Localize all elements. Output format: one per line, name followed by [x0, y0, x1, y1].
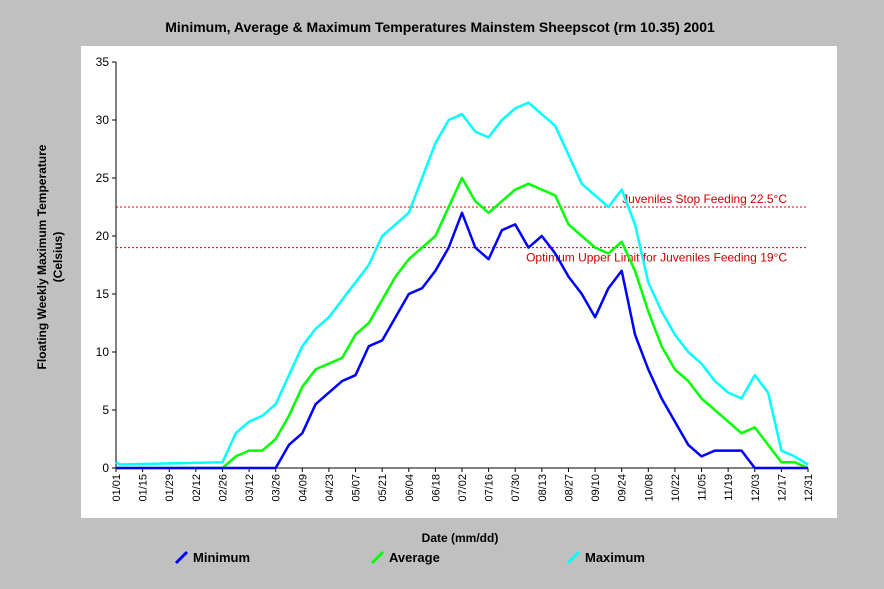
x-tick-label: 01/15 — [138, 474, 150, 502]
x-tick-label: 02/12 — [191, 474, 203, 502]
y-tick-label: 10 — [96, 345, 110, 359]
x-tick-label: 10/22 — [670, 474, 682, 502]
x-tick-label: 06/18 — [430, 474, 442, 502]
x-tick-label: 05/07 — [351, 474, 363, 502]
y-tick-label: 0 — [102, 461, 109, 475]
reference-line-label: Optimum Upper Limit for Juveniles Feedin… — [526, 251, 787, 265]
legend-label-minimum: Minimum — [193, 550, 250, 565]
series-line-minimum — [116, 211, 808, 470]
x-tick-label: 07/16 — [484, 474, 496, 502]
x-tick-label: 01/01 — [111, 474, 123, 502]
x-tick-label: 03/12 — [244, 474, 256, 502]
y-tick-label: 35 — [96, 55, 110, 69]
y-tick-label: 25 — [96, 171, 110, 185]
y-axis-unit-label: (Celsius) — [51, 232, 65, 283]
legend-swatch-minimum — [174, 550, 189, 565]
legend-label-average: Average — [389, 550, 440, 565]
x-tick-label: 11/19 — [723, 474, 735, 501]
chart-title: Minimum, Average & Maximum Temperatures … — [165, 19, 715, 35]
x-axis-label: Date (mm/dd) — [422, 531, 499, 545]
x-tick-label: 09/24 — [617, 474, 629, 502]
x-tick-label: 08/27 — [563, 474, 575, 502]
y-tick-label: 5 — [102, 403, 109, 417]
legend-label-maximum: Maximum — [585, 550, 645, 565]
y-tick-label: 15 — [96, 287, 110, 301]
x-tick-label: 04/23 — [324, 474, 336, 502]
x-tick-label: 09/10 — [590, 474, 602, 502]
x-tick-label: 12/31 — [803, 474, 815, 502]
x-tick-label: 05/21 — [377, 474, 389, 502]
x-tick-label: 01/29 — [164, 474, 176, 502]
y-tick-label: 20 — [96, 229, 110, 243]
x-tick-label: 12/03 — [750, 474, 762, 502]
y-axis-label: Floating Weekly Maximum Temperature — [35, 144, 49, 369]
x-tick-label: 07/02 — [457, 474, 469, 502]
x-tick-label: 02/26 — [217, 474, 229, 502]
x-tick-label: 03/26 — [271, 474, 283, 502]
x-tick-label: 04/09 — [297, 474, 309, 502]
x-tick-label: 11/05 — [697, 474, 709, 501]
x-tick-label: 06/04 — [404, 474, 416, 502]
reference-line-label: Juveniles Stop Feeding 22.5°C — [622, 192, 787, 206]
plot-area — [81, 46, 837, 518]
series-line-average — [116, 176, 809, 470]
x-tick-label: 08/13 — [537, 474, 549, 502]
legend-swatch-average — [370, 550, 385, 565]
series-line-maximum — [115, 101, 809, 466]
x-tick-label: 10/08 — [643, 474, 655, 502]
x-tick-label: 12/17 — [776, 474, 788, 502]
legend-swatch-maximum — [566, 550, 581, 565]
x-tick-label: 07/30 — [510, 474, 522, 502]
y-tick-label: 30 — [96, 113, 110, 127]
